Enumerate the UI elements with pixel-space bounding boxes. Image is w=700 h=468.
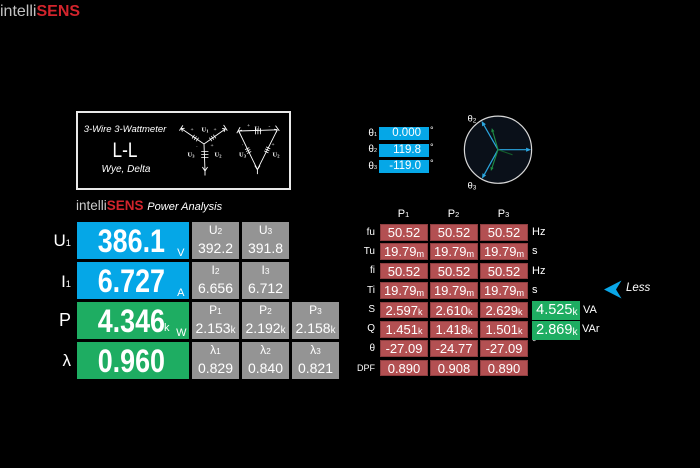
svg-text:U1: U1 bbox=[202, 127, 210, 134]
svg-text:U2: U2 bbox=[273, 152, 281, 159]
svg-text:+: + bbox=[247, 123, 250, 129]
svg-text:+: + bbox=[214, 127, 217, 133]
svg-text:U3: U3 bbox=[239, 152, 247, 159]
svg-text:θ2: θ2 bbox=[468, 114, 477, 125]
svg-text:+: + bbox=[272, 142, 275, 148]
svg-text:+: + bbox=[211, 143, 214, 149]
svg-text:U2: U2 bbox=[215, 152, 223, 159]
svg-text:θ3: θ3 bbox=[468, 181, 477, 192]
svg-text:+: + bbox=[191, 127, 194, 133]
svg-text:U3: U3 bbox=[188, 152, 196, 159]
svg-text:U1: U1 bbox=[255, 126, 263, 133]
svg-text:-: - bbox=[269, 124, 271, 130]
svg-text:·: · bbox=[196, 144, 198, 150]
svg-text:·: · bbox=[242, 143, 244, 149]
